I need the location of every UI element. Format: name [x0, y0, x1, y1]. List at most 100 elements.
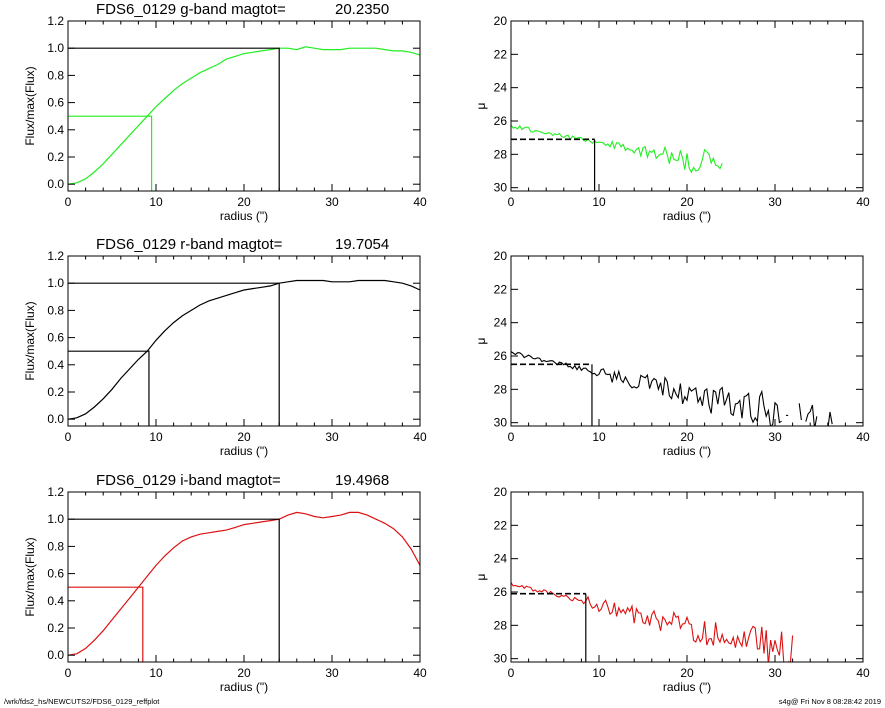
x-tick-label: 30 [325, 666, 339, 680]
x-tick-label: 10 [592, 430, 606, 444]
y-tick-label: 0.6 [47, 96, 64, 110]
axes-frame [67, 255, 421, 427]
y-axis-label: Flux/max(Flux) [23, 66, 37, 145]
footer-path: /wrk/fds2_hs/NEWCUTS2/FDS6_0129_reffplot [4, 697, 160, 706]
y-tick-label: 0.2 [47, 385, 64, 399]
total-light-marker [68, 47, 280, 191]
y-tick-label: 1.2 [47, 249, 64, 263]
chart-title: FDS6_0129 r-band magtot= [96, 236, 283, 253]
y-tick-label: 22 [494, 282, 508, 296]
panel-r-growth: 0 10 20 30 40 0.0 0.2 0.4 0.6 0.8 1.0 1.2 radius (")… [23, 236, 427, 458]
y-tick-label: 30 [494, 416, 508, 430]
y-tick-label: 30 [494, 181, 508, 195]
y-tick-label: 0.0 [47, 648, 64, 662]
x-tick-label: 10 [149, 666, 163, 680]
x-axis-label: radius (") [220, 209, 268, 223]
footer-timestamp: s4g@ Fri Nov 8 08:28:42 2019 [778, 697, 881, 706]
profile-line [511, 124, 723, 174]
y-tick-label: 0.2 [47, 150, 64, 164]
y-tick-label: 0.0 [47, 412, 64, 426]
y-tick-label: 22 [494, 47, 508, 61]
plot-area [68, 511, 420, 662]
chart-title: FDS6_0129 g-band magtot= [96, 1, 286, 18]
axes-frame [67, 20, 421, 192]
y-tick-label: 30 [494, 652, 508, 666]
x-tick-label: 20 [237, 195, 251, 209]
y-tick-label: 1.2 [47, 485, 64, 499]
panel-i-profile: 0 10 20 30 40 20 22 24 26 28 30 radius (") μ [474, 485, 870, 694]
panel-g-profile: 0 10 20 30 40 20 22 24 26 28 30 radius (") μ [474, 14, 870, 223]
x-tick-label: 30 [325, 430, 339, 444]
y-tick-label: 0.4 [47, 358, 64, 372]
axes-frame [67, 491, 421, 663]
x-tick-label: 30 [768, 195, 782, 209]
x-axis-label: radius (") [663, 209, 711, 223]
y-tick-label: 0.8 [47, 68, 64, 82]
y-tick-label: 24 [494, 81, 508, 95]
x-tick-label: 40 [856, 195, 870, 209]
x-tick-label: 40 [856, 666, 870, 680]
y-tick-label: 26 [494, 114, 508, 128]
y-tick-label: 24 [494, 316, 508, 330]
profile-line [787, 635, 794, 662]
y-axis-label: Flux/max(Flux) [23, 537, 37, 616]
half-light-marker [68, 350, 150, 426]
half-light-marker [68, 115, 153, 191]
x-tick-label: 0 [65, 430, 72, 444]
y-axis-label: μ [474, 102, 488, 109]
y-tick-label: 0.6 [47, 567, 64, 581]
x-tick-label: 0 [65, 195, 72, 209]
x-tick-label: 10 [149, 430, 163, 444]
half-light-marker [68, 586, 144, 662]
y-tick-label: 0.8 [47, 303, 64, 317]
growth-curve-line [68, 511, 420, 656]
y-tick-label: 0.6 [47, 331, 64, 345]
axes-frame [510, 491, 864, 663]
y-tick-label: 22 [494, 518, 508, 532]
profile-line [805, 404, 818, 426]
y-tick-label: 1.0 [47, 276, 64, 290]
y-tick-label: 1.0 [47, 512, 64, 526]
growth-curve-line [68, 46, 420, 185]
profile-line [798, 403, 802, 421]
x-tick-label: 10 [592, 666, 606, 680]
y-tick-label: 0.4 [47, 594, 64, 608]
x-tick-label: 0 [508, 666, 515, 680]
panel-i-growth: 0 10 20 30 40 0.0 0.2 0.4 0.6 0.8 1.0 1.2 radius (")… [23, 472, 427, 694]
axes-frame [510, 20, 864, 192]
plot-area [68, 46, 420, 191]
total-light-marker [68, 518, 280, 662]
chart-title: FDS6_0129 i-band magtot= [96, 472, 281, 489]
x-tick-label: 20 [680, 430, 694, 444]
y-tick-label: 1.2 [47, 14, 64, 28]
y-tick-label: 0.0 [47, 177, 64, 191]
x-tick-label: 0 [508, 430, 515, 444]
profile-line [827, 411, 833, 426]
y-tick-label: 26 [494, 585, 508, 599]
y-axis-label: μ [474, 337, 488, 344]
plot-area [511, 124, 723, 191]
x-tick-label: 40 [413, 666, 427, 680]
plot-area [511, 351, 833, 426]
total-light-marker [68, 282, 280, 426]
chart-title-value: 19.4968 [335, 472, 389, 489]
panel-g-growth: 0 10 20 30 40 0.0 0.2 0.4 0.6 0.8 1.0 1.2 radius (")… [23, 1, 427, 223]
chart-title-value: 20.2350 [335, 1, 389, 18]
profile-line [511, 351, 782, 426]
x-tick-label: 40 [413, 195, 427, 209]
x-tick-label: 20 [680, 666, 694, 680]
x-tick-label: 0 [508, 195, 515, 209]
y-tick-label: 28 [494, 618, 508, 632]
x-axis-label: radius (") [220, 444, 268, 458]
x-tick-label: 10 [149, 195, 163, 209]
x-tick-label: 30 [325, 195, 339, 209]
growth-curve-line [68, 279, 420, 420]
y-tick-label: 0.2 [47, 621, 64, 635]
y-tick-label: 24 [494, 552, 508, 566]
profile-line [511, 582, 785, 662]
y-tick-label: 28 [494, 382, 508, 396]
x-tick-label: 0 [65, 666, 72, 680]
x-tick-label: 40 [413, 430, 427, 444]
y-tick-label: 26 [494, 349, 508, 363]
